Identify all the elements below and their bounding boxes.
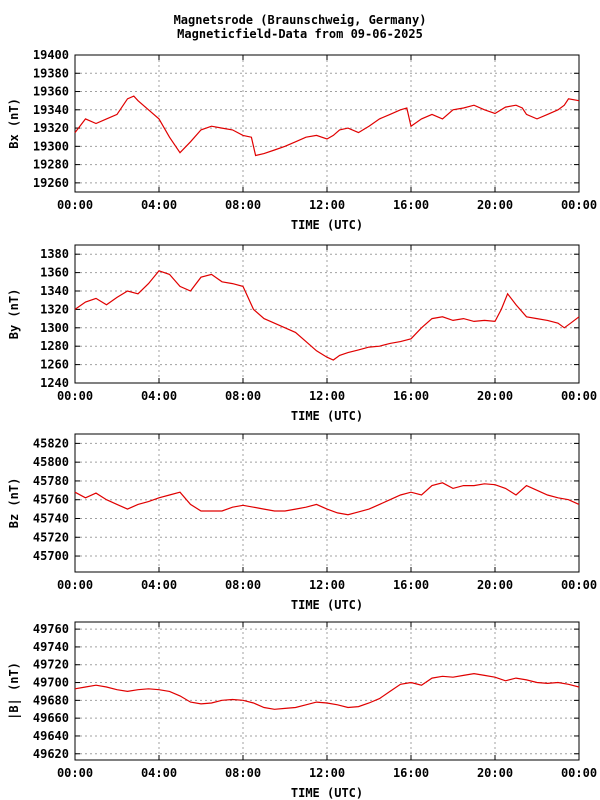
x-tick-label: 00:00 [57, 198, 93, 212]
x-tick-label: 04:00 [141, 198, 177, 212]
x-tick-label: 00:00 [57, 766, 93, 780]
y-axis-label: Bx (nT) [7, 98, 21, 149]
chart-title: Magnetsrode (Braunschweig, Germany) [173, 13, 427, 27]
y-tick-label: 19280 [33, 158, 69, 172]
x-tick-label: 04:00 [141, 578, 177, 592]
y-tick-label: 49740 [33, 640, 69, 654]
y-tick-label: 49620 [33, 747, 69, 761]
y-tick-label: 45700 [33, 549, 69, 563]
x-tick-label: 00:00 [561, 766, 597, 780]
x-tick-label: 00:00 [561, 198, 597, 212]
x-tick-label: 20:00 [477, 389, 513, 403]
y-tick-label: 49720 [33, 658, 69, 672]
by-chart: 1240 1260 1280 1300 1320 1340 1360 1380 00:00 04:… [7, 244, 597, 423]
series-line [74, 482, 580, 516]
b-total-chart: 49620 49640 49660 49680 49700 49720 49740 49760… [7, 621, 597, 800]
plot-frame [74, 54, 580, 193]
x-axis-label: TIME (UTC) [291, 598, 363, 612]
y-tick-label: 45760 [33, 493, 69, 507]
x-tick-label: 00:00 [561, 578, 597, 592]
y-tick-label: 1280 [40, 339, 69, 353]
x-tick-label: 12:00 [309, 198, 345, 212]
x-tick-label: 00:00 [57, 389, 93, 403]
y-tick-label: 49640 [33, 729, 69, 743]
x-axis-label: TIME (UTC) [291, 786, 363, 800]
x-tick-label: 04:00 [141, 389, 177, 403]
bz-chart: 45700 45720 45740 45760 45780 45800 45820 00:00… [7, 433, 597, 612]
y-tick-label: 45800 [33, 455, 69, 469]
bx-chart: 19260 19280 19300 19320 19340 19360 19380 19400… [7, 48, 597, 232]
y-tick-label: 19400 [33, 48, 69, 62]
y-tick-label: 19260 [33, 176, 69, 190]
x-tick-label: 00:00 [57, 578, 93, 592]
y-tick-label: 19340 [33, 103, 69, 117]
y-axis-label: By (nT) [7, 289, 21, 340]
y-tick-label: 45720 [33, 530, 69, 544]
x-tick-label: 16:00 [393, 198, 429, 212]
y-tick-label: 19380 [33, 66, 69, 80]
y-tick-label: 1240 [40, 376, 69, 390]
y-tick-label: 1260 [40, 358, 69, 372]
y-tick-label: 1300 [40, 321, 69, 335]
x-axis-label: TIME (UTC) [291, 409, 363, 423]
x-tick-label: 16:00 [393, 578, 429, 592]
y-tick-label: 49760 [33, 622, 69, 636]
x-tick-label: 20:00 [477, 766, 513, 780]
x-tick-label: 12:00 [309, 766, 345, 780]
y-tick-label: 1360 [40, 266, 69, 280]
series-line [74, 672, 580, 710]
x-tick-label: 16:00 [393, 389, 429, 403]
x-tick-label: 16:00 [393, 766, 429, 780]
y-tick-label: 45740 [33, 511, 69, 525]
y-tick-label: 1320 [40, 302, 69, 316]
x-tick-label: 08:00 [225, 766, 261, 780]
x-axis-label: TIME (UTC) [291, 218, 363, 232]
y-tick-label: 49660 [33, 711, 69, 725]
x-tick-label: 08:00 [225, 578, 261, 592]
plot-frame [74, 244, 580, 384]
y-tick-label: 49700 [33, 676, 69, 690]
y-tick-label: 45780 [33, 474, 69, 488]
x-tick-label: 20:00 [477, 198, 513, 212]
y-tick-label: 19320 [33, 121, 69, 135]
y-tick-label: 1380 [40, 247, 69, 261]
x-tick-label: 04:00 [141, 766, 177, 780]
y-tick-label: 19300 [33, 139, 69, 153]
series-line [74, 270, 580, 361]
x-tick-label: 08:00 [225, 389, 261, 403]
y-axis-label: |B| (nT) [7, 662, 21, 720]
y-tick-label: 1340 [40, 284, 69, 298]
x-tick-label: 20:00 [477, 578, 513, 592]
plot-frame [74, 621, 580, 761]
series-line [74, 95, 580, 157]
x-tick-label: 00:00 [561, 389, 597, 403]
y-tick-label: 19360 [33, 85, 69, 99]
x-tick-label: 12:00 [309, 578, 345, 592]
y-tick-label: 49680 [33, 693, 69, 707]
y-axis-label: Bz (nT) [7, 478, 21, 529]
x-tick-label: 12:00 [309, 389, 345, 403]
chart-subtitle: Magneticfield-Data from 09-06-2025 [177, 27, 423, 41]
y-tick-label: 45820 [33, 436, 69, 450]
plot-frame [74, 433, 580, 573]
x-tick-label: 08:00 [225, 198, 261, 212]
